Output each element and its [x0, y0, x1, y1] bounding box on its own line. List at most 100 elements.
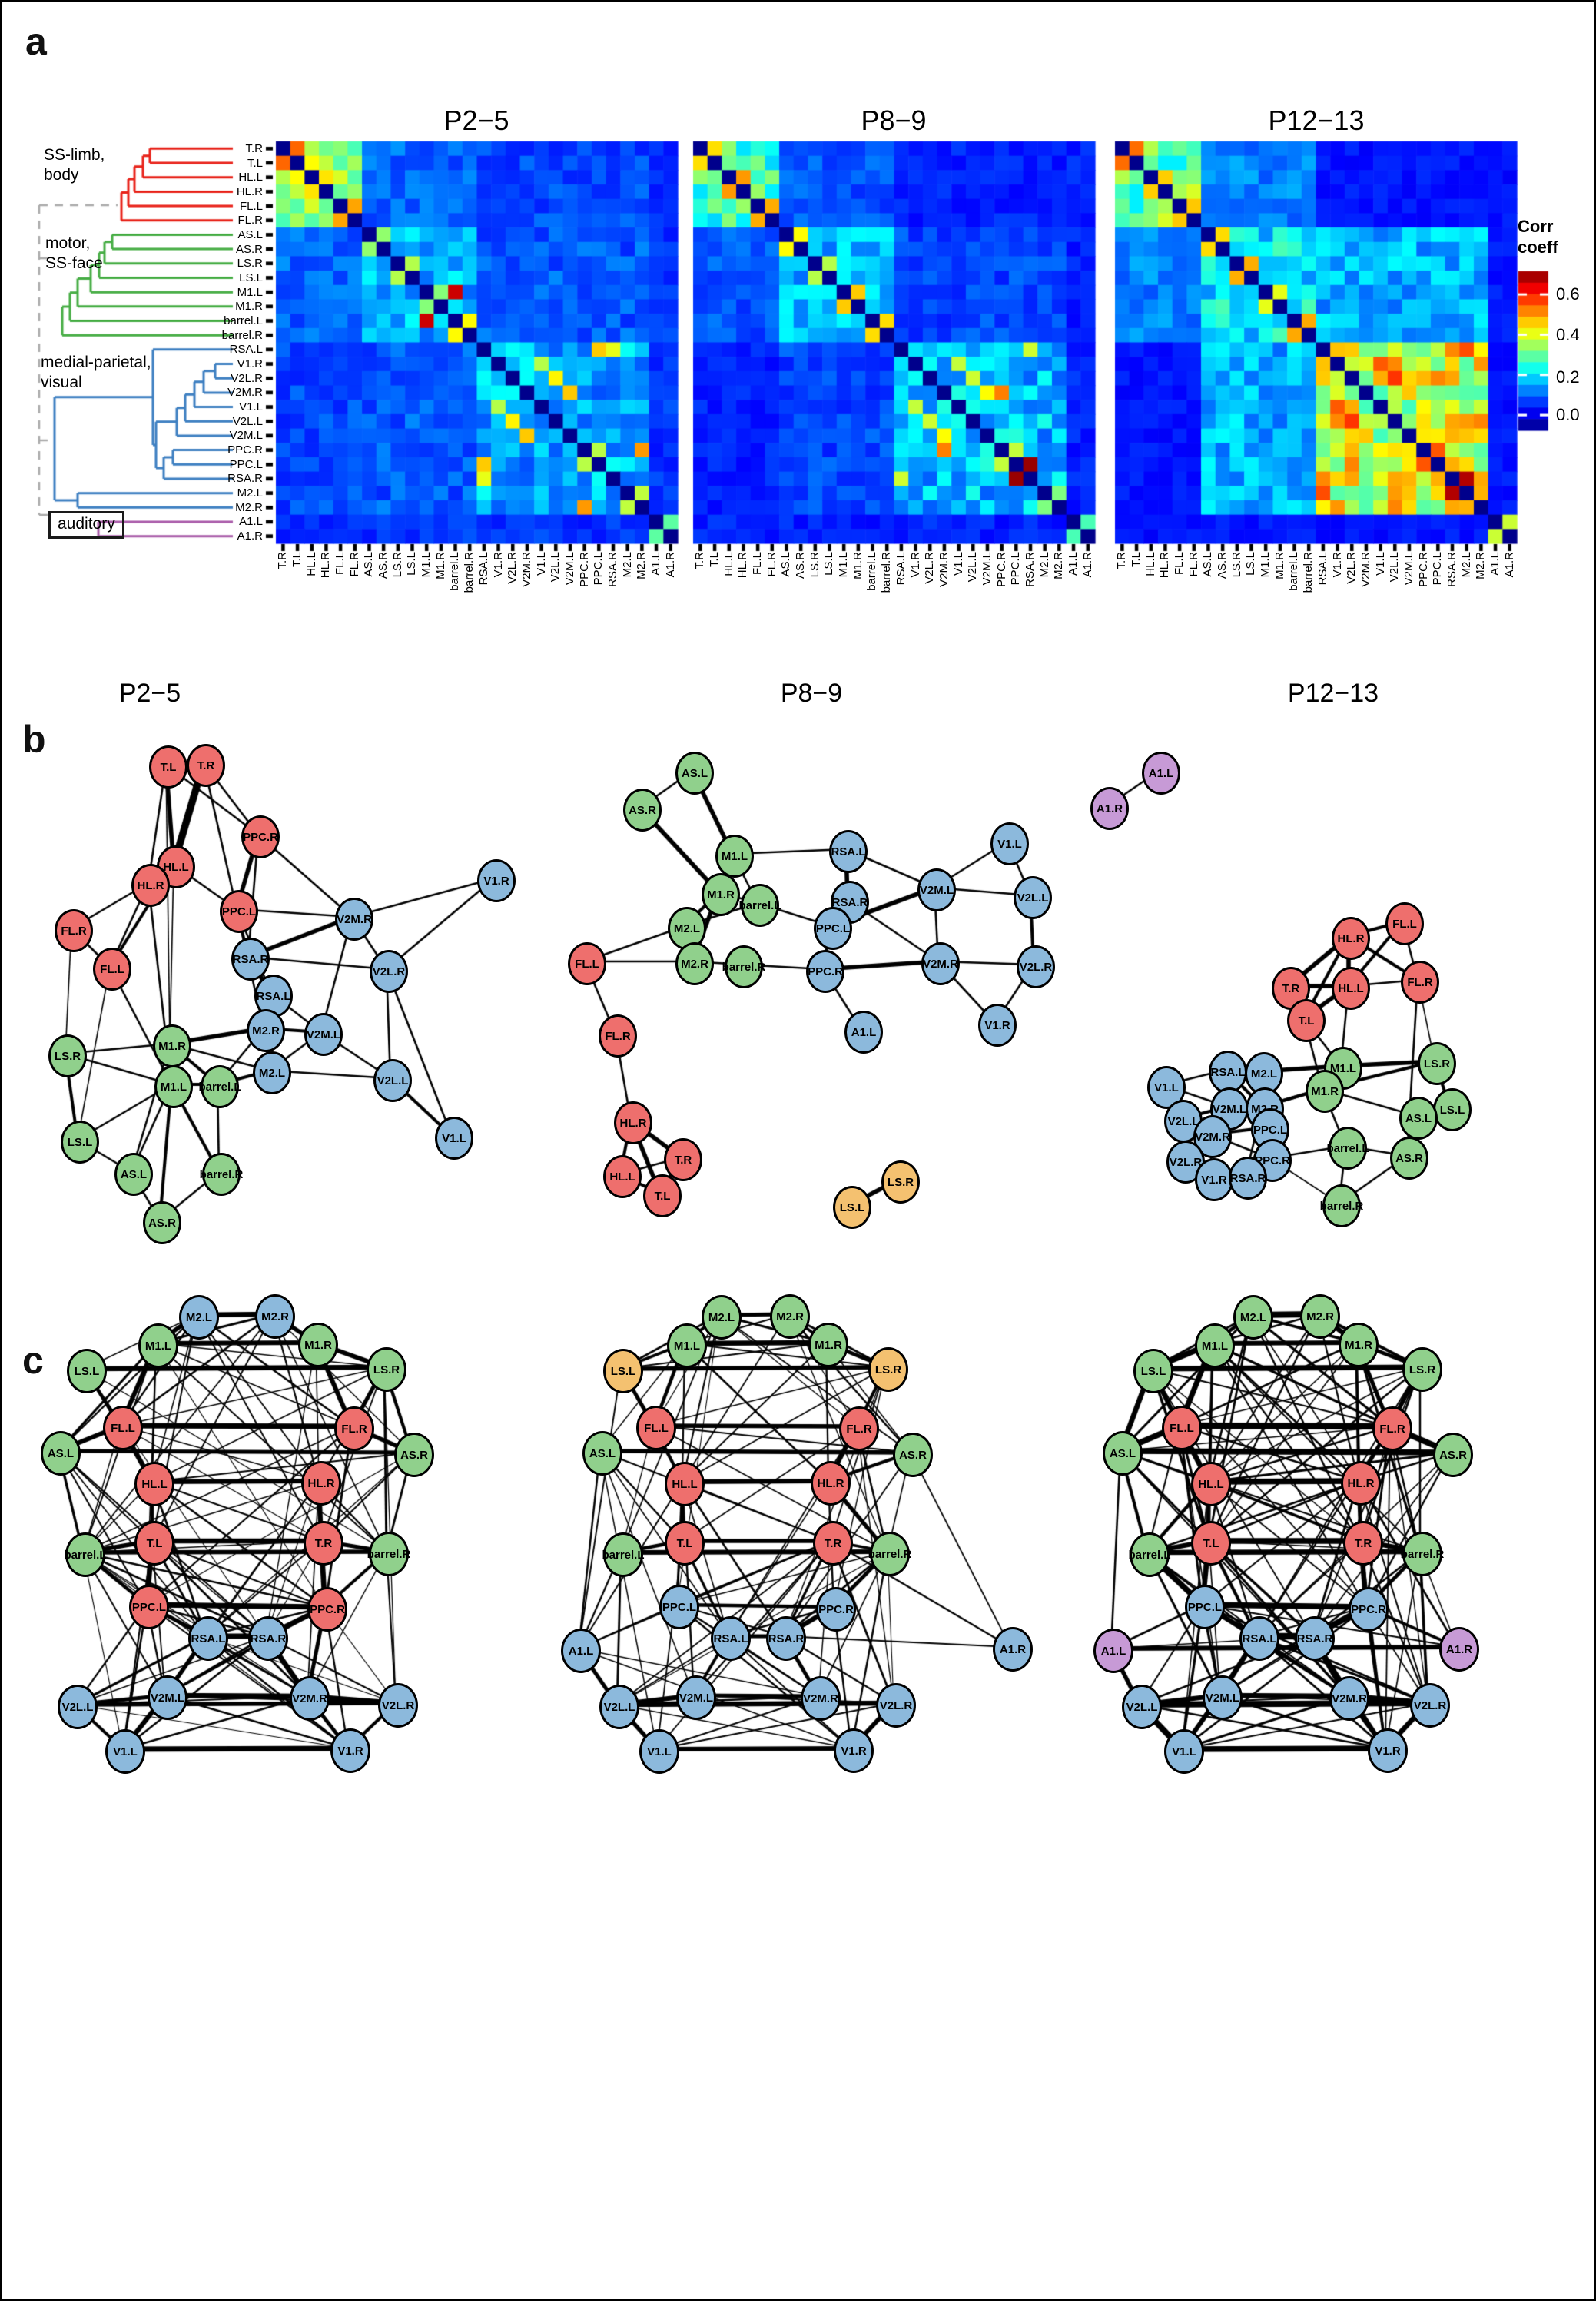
cluster-label-auditory: auditory	[48, 511, 124, 539]
node-barrel.R: barrel.R	[722, 945, 765, 988]
node-label: M1.L	[160, 1080, 187, 1094]
node-V1.R: V1.R	[978, 1004, 1017, 1047]
node-label: HL.L	[1198, 1477, 1224, 1491]
node-LS.L: LS.L	[603, 1349, 643, 1393]
x-axis-label-V1.R: V1.R	[491, 552, 505, 578]
node-label: LS.L	[67, 1135, 93, 1149]
node-HL.L: HL.L	[1332, 967, 1370, 1010]
node-barrel.L: barrel.L	[738, 884, 781, 927]
x-axis-label-T.L: T.L	[708, 552, 722, 568]
node-V2M.L: V2M.L	[148, 1675, 187, 1720]
node-label: FL.R	[1407, 975, 1433, 989]
x-axis-label-AS.R: AS.R	[377, 552, 390, 579]
cluster-label-ss-limb-body: SS-limb, body	[44, 146, 105, 184]
node-FL.L: FL.L	[1385, 902, 1424, 945]
node-label: barrel.L	[738, 898, 781, 912]
node-A1.L: A1.L	[561, 1629, 601, 1673]
node-label: V1.L	[647, 1745, 672, 1758]
node-label: RSA.L	[1210, 1065, 1246, 1079]
node-label: T.L	[160, 760, 177, 774]
node-PPC.L: PPC.L	[220, 890, 258, 933]
node-FL.R: FL.R	[334, 1406, 374, 1451]
node-LS.R: LS.R	[367, 1347, 406, 1392]
node-V1.L: V1.L	[105, 1729, 145, 1774]
node-label: HL.L	[609, 1170, 635, 1184]
x-axis-label-FL.R: FL.R	[765, 552, 778, 577]
node-label: V2M.R	[1332, 1692, 1367, 1705]
node-label: M2.L	[673, 921, 701, 935]
node-M1.R: M1.R	[1306, 1070, 1344, 1113]
node-label: AS.L	[681, 766, 708, 780]
node-label: T.R	[824, 1536, 842, 1550]
colorbar-tick-0.4: 0.4	[1556, 325, 1580, 344]
node-PPC.L: PPC.L	[1185, 1585, 1225, 1629]
node-label: RSA.L	[256, 989, 291, 1003]
node-label: barrel.L	[1128, 1548, 1171, 1562]
colorbar-tick-0.6: 0.6	[1556, 284, 1580, 304]
node-barrel.L: barrel.L	[1128, 1532, 1171, 1577]
x-axis-label-RSA.L: RSA.L	[476, 552, 490, 586]
node-label: barrel.L	[602, 1548, 645, 1562]
node-label: barrel.L	[198, 1080, 241, 1094]
node-PPC.R: PPC.R	[307, 1587, 347, 1632]
node-HL.R: HL.R	[811, 1461, 851, 1506]
node-RSA.L: RSA.L	[1209, 1051, 1247, 1094]
node-V2L.R: V2L.R	[370, 950, 408, 993]
node-V1.L: V1.L	[1147, 1066, 1186, 1109]
y-axis-label-V1.L: V1.L	[239, 400, 263, 414]
node-label: barrel.R	[868, 1547, 912, 1561]
node-V2M.R: V2M.R	[335, 898, 373, 941]
x-axis-label-PPC.R: PPC.R	[994, 552, 1008, 587]
node-LS.L: LS.L	[1133, 1349, 1173, 1393]
node-AS.R: AS.R	[1433, 1433, 1473, 1477]
node-label: PPC.R	[1255, 1154, 1290, 1167]
node-V1.R: V1.R	[834, 1728, 874, 1773]
x-axis-label-V1.L: V1.L	[534, 552, 548, 576]
node-FL.R: FL.R	[839, 1406, 879, 1451]
node-label: M2.R	[776, 1310, 804, 1323]
node-label: AS.L	[120, 1167, 148, 1181]
x-axis-label-M1.R: M1.R	[851, 552, 864, 579]
x-axis-label-M2.L: M2.L	[1037, 552, 1051, 578]
node-label: T.L	[1298, 1014, 1315, 1028]
node-label: LS.R	[1409, 1363, 1436, 1376]
node-T.R: T.R	[1272, 967, 1310, 1010]
colorbar-tick-0.2: 0.2	[1556, 367, 1580, 387]
node-label: T.R	[1282, 981, 1300, 995]
node-label: T.R	[314, 1536, 333, 1550]
node-label: AS.L	[47, 1446, 75, 1460]
y-axis-label-LS.R: LS.R	[237, 257, 263, 271]
y-axis-label-FL.R: FL.R	[237, 214, 263, 227]
x-axis-label-FL.R: FL.R	[347, 552, 361, 577]
node-FL.L: FL.L	[93, 948, 131, 991]
x-axis-label-PPC.R: PPC.R	[1416, 552, 1430, 587]
y-axis-label-barrel.L: barrel.L	[224, 314, 263, 327]
node-T.L: T.L	[643, 1174, 682, 1217]
node-M2.R: M2.R	[675, 942, 714, 985]
node-barrel.L: barrel.L	[198, 1065, 241, 1108]
node-A1.R: A1.R	[1439, 1627, 1479, 1672]
node-V2M.L: V2M.L	[304, 1013, 343, 1056]
node-label: HL.L	[672, 1477, 698, 1491]
x-axis-label-M2.R: M2.R	[635, 552, 649, 579]
node-label: RSA.R	[1296, 1632, 1333, 1645]
node-label: T.R	[674, 1153, 692, 1167]
node-label: AS.L	[1405, 1111, 1432, 1125]
node-label: LS.R	[887, 1175, 914, 1189]
x-axis-label-M2.R: M2.R	[1052, 552, 1066, 579]
node-PPC.R: PPC.R	[1349, 1587, 1389, 1632]
x-axis-label-barrel.L: barrel.L	[448, 552, 462, 591]
node-label: LS.L	[1439, 1103, 1465, 1117]
x-axis-label-A1.L: A1.L	[1488, 552, 1501, 576]
node-label: M1.R	[304, 1338, 332, 1352]
node-A1.L: A1.L	[1093, 1629, 1133, 1673]
node-label: RSA.R	[232, 952, 269, 966]
node-AS.L: AS.L	[41, 1431, 81, 1476]
x-axis-label-FL.L: FL.L	[333, 552, 347, 576]
node-M2.L: M2.L	[253, 1051, 291, 1094]
node-label: PPC.R	[310, 1602, 345, 1616]
node-label: M1.R	[158, 1039, 186, 1053]
node-HL.R: HL.R	[614, 1101, 652, 1144]
node-T.R: T.R	[813, 1521, 853, 1566]
x-axis-label-LS.L: LS.L	[822, 552, 836, 576]
